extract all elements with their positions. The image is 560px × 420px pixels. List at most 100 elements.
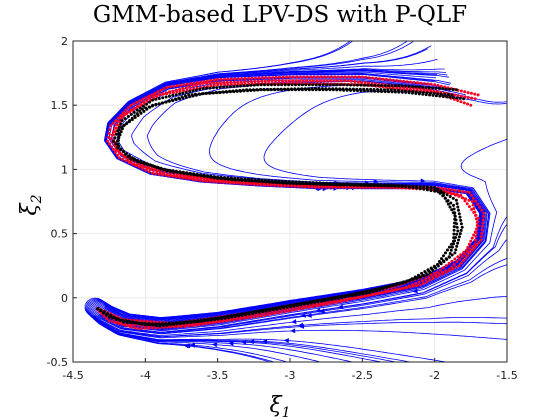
reproductions-point [167, 99, 171, 103]
reproductions-point [404, 89, 408, 93]
demonstrations-point [329, 75, 333, 79]
demonstrations-point [432, 89, 436, 93]
reproductions-point [280, 305, 284, 309]
demonstrations-point [441, 270, 444, 274]
reproductions-point [448, 195, 452, 198]
reproductions-point [314, 87, 317, 91]
demonstrations-point [288, 75, 292, 79]
reproductions-point [393, 84, 397, 88]
reproductions-point [300, 83, 304, 87]
reproductions-point [150, 322, 154, 326]
demonstrations-point [422, 281, 425, 285]
demonstrations-point [454, 265, 458, 269]
reproductions-point [188, 320, 192, 324]
demonstrations-point [464, 190, 468, 194]
reproductions-point [194, 319, 198, 323]
reproductions-point [356, 291, 360, 295]
demonstrations-point [328, 302, 332, 305]
reproductions-point [256, 83, 260, 87]
reproductions-point [286, 87, 290, 91]
demonstrations-point [378, 77, 382, 81]
demonstrations-point [436, 83, 440, 87]
demonstrations-point [112, 130, 115, 134]
reproductions-point [345, 87, 348, 91]
reproductions-point [187, 93, 191, 97]
reproductions-point [239, 312, 243, 316]
demonstrations-point [256, 314, 260, 318]
reproductions-point [246, 311, 250, 315]
reproductions-point [321, 83, 325, 87]
demonstrations-point [236, 77, 240, 81]
reproductions-point [455, 232, 459, 236]
reproductions-point [291, 182, 295, 186]
demonstrations-point [480, 208, 484, 212]
demonstrations-point [172, 84, 176, 88]
reproductions-point [113, 136, 117, 140]
demonstrations-point [245, 316, 249, 320]
demonstrations-point [136, 327, 140, 331]
reproductions-point [218, 85, 222, 89]
reproductions-point [322, 298, 326, 301]
reproductions-point [241, 88, 245, 92]
reproductions-point [181, 91, 185, 95]
reproductions-point [365, 87, 369, 91]
demonstrations-point [318, 79, 322, 83]
demonstrations-point [243, 80, 246, 84]
reproductions-point [284, 304, 288, 308]
reproductions-point [157, 322, 161, 326]
reproductions-point [448, 95, 452, 99]
demonstrations-point [425, 88, 429, 92]
demonstrations-point [235, 317, 239, 321]
reproductions-point [247, 179, 251, 183]
reproductions-point [234, 89, 238, 93]
demonstrations-point [159, 88, 163, 92]
demonstrations-point [476, 216, 480, 220]
demonstrations-point [132, 106, 136, 110]
demonstrations-point [189, 82, 193, 86]
demonstrations-point [115, 153, 119, 157]
demonstrations-point [466, 96, 470, 99]
reproductions-point [117, 317, 121, 321]
demonstrations-point [117, 322, 121, 325]
demonstrations-point [142, 100, 145, 104]
demonstrations-point [175, 174, 179, 178]
demonstrations-point [463, 252, 467, 256]
demonstrations-point [311, 305, 315, 309]
reproductions-point [341, 87, 345, 91]
demonstrations-point [151, 94, 155, 98]
demonstrations-point [367, 76, 371, 80]
demonstrations-point [135, 100, 139, 104]
reproductions-point [436, 262, 440, 266]
demonstrations-point [464, 256, 468, 260]
reproductions-point [235, 84, 239, 88]
demonstrations-point [444, 264, 448, 268]
reproductions-point [455, 244, 459, 248]
demonstrations-point [291, 75, 295, 79]
reproductions-point [460, 225, 464, 229]
demonstrations-point [226, 77, 230, 81]
reproductions-point [377, 184, 380, 187]
demonstrations-point [107, 131, 111, 135]
demonstrations-point [467, 198, 471, 202]
reproductions-point [190, 93, 194, 97]
reproductions-point [213, 175, 217, 179]
demonstrations-point [119, 152, 123, 156]
demonstrations-point [360, 75, 364, 79]
demonstrations-point [472, 207, 476, 210]
reproductions-point [203, 174, 207, 178]
reproductions-point [338, 87, 342, 91]
reproductions-point [154, 322, 157, 326]
reproductions-point [183, 94, 187, 98]
reproductions-point [317, 87, 321, 90]
demonstrations-point [285, 75, 289, 79]
reproductions-point [373, 183, 377, 187]
reproductions-point [276, 87, 280, 91]
reproductions-point [372, 88, 376, 91]
demonstrations-point [111, 121, 115, 125]
reproductions-point [370, 183, 374, 187]
reproductions-point [356, 183, 360, 187]
reproductions-point [369, 87, 373, 91]
demonstrations-point [373, 292, 377, 296]
reproductions-point [436, 190, 440, 194]
demonstrations-point [454, 189, 457, 192]
